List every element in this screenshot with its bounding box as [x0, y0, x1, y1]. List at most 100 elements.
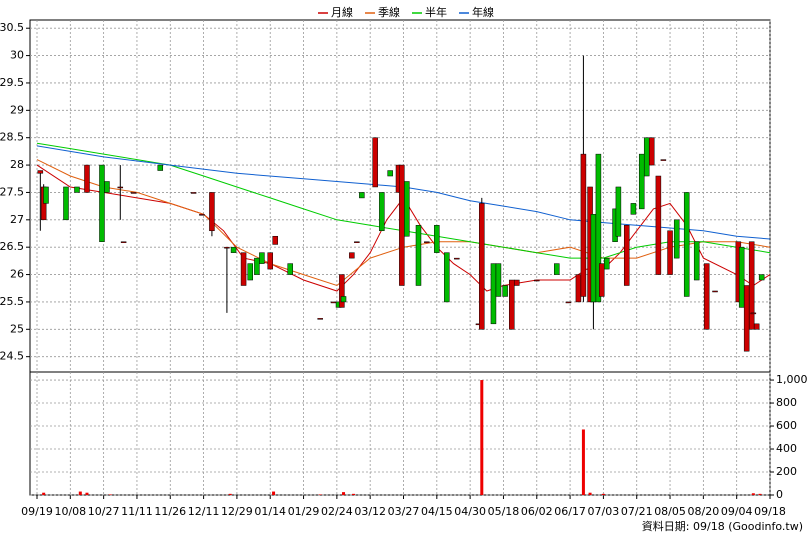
candle-body [84, 164, 90, 193]
volume-bar [751, 493, 755, 495]
candle-body [554, 263, 560, 275]
y2-tick-label: 0 [776, 488, 783, 501]
candle-body [43, 186, 49, 204]
volume-bar [581, 429, 585, 495]
candle-body [267, 252, 273, 270]
candle-body [330, 301, 337, 304]
volume-bar [108, 494, 112, 495]
candle-body [703, 263, 710, 330]
legend-label: 年線 [472, 5, 494, 19]
candle-body [199, 214, 205, 216]
volume-bar [85, 492, 89, 495]
candle-body [157, 164, 164, 171]
candle-body [272, 235, 278, 245]
x-tick-label: 09/18 [754, 505, 786, 518]
y-tick-label: 25.5 [0, 295, 24, 308]
candle-body [758, 274, 765, 281]
y-tick-label: 26.5 [0, 240, 24, 253]
candle-body [254, 257, 260, 275]
candle-body [317, 318, 323, 320]
candle-body [209, 192, 215, 232]
volume-bar [78, 491, 82, 495]
candle-body [648, 137, 655, 166]
legend-label: 半年 [425, 5, 447, 19]
volume-bar [601, 493, 605, 495]
volume-bar [342, 492, 346, 495]
x-tick-label: 10/08 [54, 505, 86, 518]
x-tick-label: 11/26 [154, 505, 186, 518]
volume-bar [42, 492, 46, 495]
candle-body [660, 159, 667, 161]
candle-body [534, 279, 540, 282]
y-tick-label: 24.5 [0, 350, 24, 363]
candle-body [580, 153, 587, 297]
candle-body [603, 257, 610, 270]
candle-body [120, 241, 127, 243]
y2-tick-label: 400 [776, 442, 797, 455]
candle-body [667, 230, 673, 275]
candle-body [683, 192, 690, 297]
candle-body [287, 263, 293, 275]
y2-tick-label: 1,000 [776, 373, 808, 386]
candle-body [750, 312, 757, 315]
candle-body [743, 285, 750, 352]
candle-body [615, 186, 622, 237]
y-tick-label: 27.5 [0, 185, 24, 198]
candle-body [387, 170, 393, 177]
x-tick-label: 07/03 [588, 505, 620, 518]
candle-body [490, 263, 497, 325]
candle-body [130, 192, 137, 194]
x-tick-label: 08/20 [688, 505, 720, 518]
candle-body [63, 186, 69, 221]
candle-body [259, 252, 265, 264]
y-tick-label: 27 [10, 213, 24, 226]
candle-body [224, 246, 230, 249]
legend-label: 季線 [378, 5, 400, 19]
volume-bar [318, 494, 322, 495]
volume-bar [588, 492, 592, 495]
candle-body [598, 263, 605, 297]
x-tick-label: 09/19 [21, 505, 53, 518]
candle-body [240, 252, 247, 286]
candle-body [37, 170, 44, 174]
candle-body [565, 301, 572, 304]
candle-body [74, 186, 80, 193]
volume-bar [758, 493, 762, 495]
candle-body [590, 214, 597, 303]
candle-body [339, 274, 345, 308]
x-tick-label: 01/14 [254, 505, 286, 518]
x-tick-label: 12/11 [188, 505, 220, 518]
candle-body [595, 153, 602, 303]
x-tick-label: 06/17 [554, 505, 586, 518]
x-tick-label: 12/29 [221, 505, 253, 518]
candle-body [509, 279, 515, 330]
y-tick-label: 28 [10, 158, 24, 171]
candle-body [340, 296, 347, 303]
y-tick-label: 30 [10, 49, 24, 62]
candle-body [479, 203, 485, 330]
candle-body [655, 175, 662, 275]
candle-body [117, 186, 124, 189]
x-tick-label: 04/30 [454, 505, 486, 518]
candle-body [99, 164, 105, 242]
y-tick-label: 29 [10, 103, 24, 116]
candle-body [359, 192, 365, 199]
candle-body [247, 263, 253, 281]
candle-body [693, 241, 700, 281]
candle-body [748, 241, 755, 330]
candle-body [514, 279, 520, 286]
y2-tick-label: 800 [776, 396, 797, 409]
candle-body [404, 181, 410, 237]
volume-bar [272, 491, 276, 495]
y-tick-label: 25 [10, 322, 24, 335]
x-tick-label: 03/27 [388, 505, 420, 518]
x-tick-label: 10/27 [88, 505, 120, 518]
candle-body [349, 252, 355, 259]
x-tick-label: 02/24 [321, 505, 353, 518]
y-tick-label: 29.5 [0, 76, 24, 89]
candle-body [673, 219, 680, 259]
volume-bar [352, 493, 356, 495]
candle-body [753, 323, 760, 330]
candle-body [638, 153, 645, 210]
